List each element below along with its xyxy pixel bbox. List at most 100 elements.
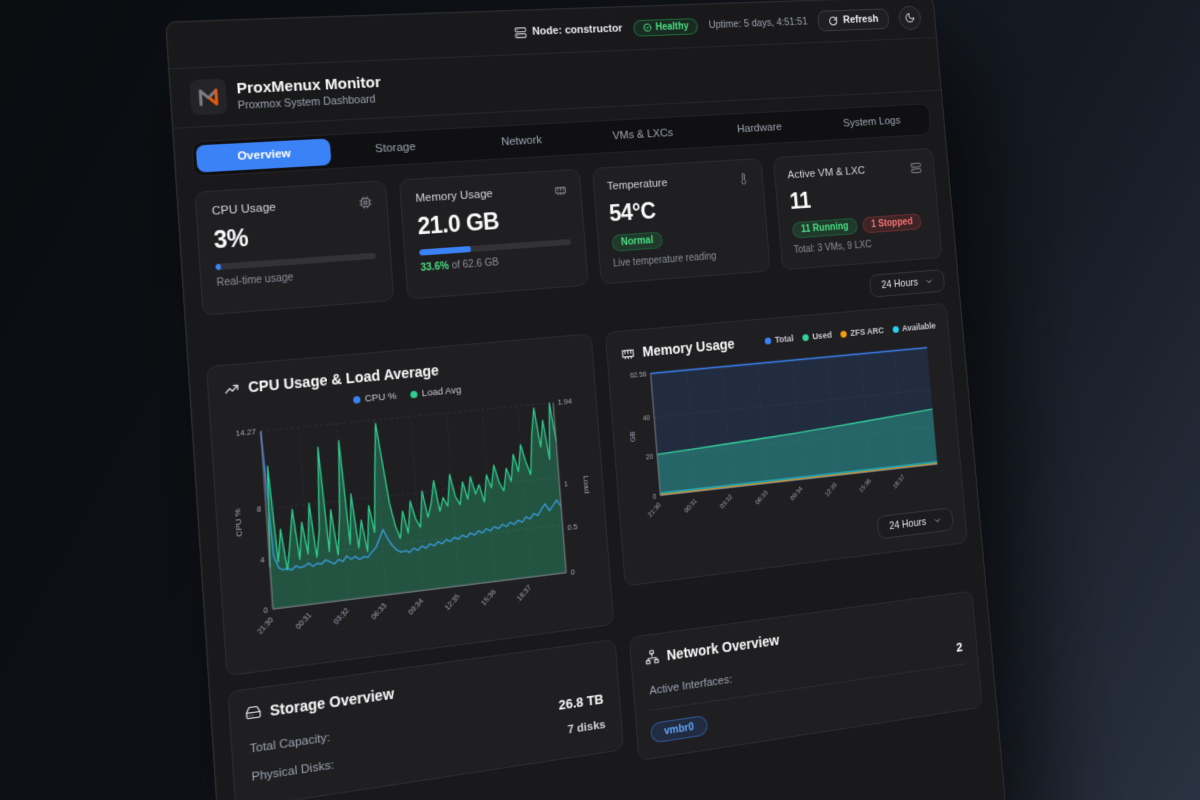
svg-text:09:34: 09:34 xyxy=(790,485,805,502)
vms-stopped-badge: 1 Stopped xyxy=(861,213,922,234)
memory-usage-card: Memory Usage 21.0 GB 33.6% of 62.6 GB xyxy=(399,168,589,300)
temperature-card: Temperature 54°C Normal Live temperature… xyxy=(591,157,771,285)
memory-chart-icon xyxy=(620,345,635,361)
refresh-icon xyxy=(828,15,838,26)
dashboard-scene: Node: constructor Healthy Uptime: 5 days… xyxy=(165,0,1007,800)
tab-network[interactable]: Network xyxy=(500,134,543,149)
temperature-card-label: Temperature xyxy=(606,177,668,193)
trending-up-icon xyxy=(223,380,240,397)
svg-text:62.56: 62.56 xyxy=(630,371,647,379)
svg-text:12:35: 12:35 xyxy=(824,481,839,498)
vm-card-label: Active VM & LXC xyxy=(787,165,866,182)
server-icon xyxy=(513,26,526,39)
refresh-button[interactable]: Refresh xyxy=(817,8,890,32)
chevron-down-icon xyxy=(933,515,942,526)
legend-dot-load xyxy=(410,390,419,399)
temperature-status-badge: Normal xyxy=(610,231,664,252)
svg-text:GB: GB xyxy=(628,431,637,443)
tab-system-logs[interactable]: System Logs xyxy=(842,115,901,130)
network-icon xyxy=(644,649,660,666)
tab-overview[interactable]: Overview xyxy=(195,138,332,173)
uptime-label: Uptime: 5 days, 4:51:51 xyxy=(708,15,808,32)
memory-chart: 21:30 00:31 03:32 06:33 09:34 12:35 15:36 18:37… xyxy=(628,337,951,519)
memory-progress-fill xyxy=(419,245,472,256)
time-range-select[interactable]: 24 Hours xyxy=(869,269,946,298)
svg-text:00:31: 00:31 xyxy=(683,497,698,514)
network-overview-card: Network Overview Active Interfaces: 2 vm… xyxy=(628,590,983,761)
network-title: Network Overview xyxy=(666,631,780,664)
memory-time-range-select[interactable]: 24 Hours xyxy=(876,507,954,540)
tab-vms-lxcs[interactable]: VMs & LXCs xyxy=(612,127,674,143)
svg-text:03:32: 03:32 xyxy=(719,493,734,510)
legend-dot-available xyxy=(892,325,899,333)
vms-running-badge: 11 Running xyxy=(791,217,858,239)
svg-text:00:31: 00:31 xyxy=(294,611,313,631)
cpu-card-label: CPU Usage xyxy=(211,201,277,218)
cpu-caption: Real-time usage xyxy=(216,272,294,290)
svg-text:Load: Load xyxy=(582,475,592,494)
chevron-down-icon xyxy=(924,276,933,286)
svg-text:0: 0 xyxy=(652,493,656,500)
cpu-icon xyxy=(359,195,373,209)
tab-storage[interactable]: Storage xyxy=(374,141,417,156)
interface-badge-vmbr0[interactable]: vmbr0 xyxy=(650,714,708,744)
main-content: CPU Usage 3% Real-time usage Memory Usag… xyxy=(176,134,997,800)
memory-card-label: Memory Usage xyxy=(415,188,494,205)
dashboard-window: Node: constructor Healthy Uptime: 5 days… xyxy=(165,0,1007,800)
temperature-caption: Live temperature reading xyxy=(612,251,717,270)
server-stack-icon xyxy=(910,162,922,175)
legend-dot-total xyxy=(764,336,772,345)
memory-icon xyxy=(553,183,566,197)
svg-text:03:32: 03:32 xyxy=(332,606,351,626)
svg-text:1.94: 1.94 xyxy=(557,396,572,406)
svg-text:06:33: 06:33 xyxy=(370,602,389,622)
svg-text:1: 1 xyxy=(564,479,569,488)
svg-text:12:35: 12:35 xyxy=(443,593,461,612)
svg-text:20: 20 xyxy=(646,454,654,462)
svg-text:0: 0 xyxy=(263,605,268,615)
svg-text:0.5: 0.5 xyxy=(567,522,578,532)
physical-disks-value: 7 disks xyxy=(567,718,607,737)
svg-text:18:37: 18:37 xyxy=(516,584,534,603)
svg-text:40: 40 xyxy=(643,415,651,423)
tab-hardware[interactable]: Hardware xyxy=(736,121,783,136)
total-capacity-value: 26.8 TB xyxy=(558,690,605,713)
svg-text:CPU %: CPU % xyxy=(233,508,244,537)
cpu-usage-value: 3% xyxy=(212,224,249,254)
logo-m-icon xyxy=(196,85,221,109)
hard-drive-icon xyxy=(245,704,262,722)
check-circle-icon xyxy=(642,23,652,33)
active-vm-lxc-card: Active VM & LXC 11 11 Running 1 Stopped … xyxy=(772,147,943,271)
theme-toggle-button[interactable] xyxy=(897,5,922,31)
moon-icon xyxy=(904,12,915,23)
svg-text:21:30: 21:30 xyxy=(256,616,275,636)
svg-text:14.27: 14.27 xyxy=(235,426,256,437)
cpu-load-chart: 21:30 00:31 03:32 06:33 09:34 12:35 15:36 18:37… xyxy=(233,396,592,636)
vm-caption: Total: 3 VMs, 9 LXC xyxy=(793,239,872,256)
legend-dot-used xyxy=(802,333,810,341)
cpu-usage-card: CPU Usage 3% Real-time usage xyxy=(194,180,395,316)
svg-text:0: 0 xyxy=(570,567,575,577)
proxmenux-logo xyxy=(189,78,228,116)
active-interfaces-value: 2 xyxy=(955,639,964,655)
legend-dot-cpu xyxy=(353,395,361,404)
health-badge: Healthy xyxy=(632,17,699,37)
memory-chart-card: Memory Usage Total Used ZFS ARC Availabl… xyxy=(604,302,968,587)
svg-text:21:30: 21:30 xyxy=(647,502,663,519)
svg-text:15:36: 15:36 xyxy=(858,478,873,495)
storage-title: Storage Overview xyxy=(269,684,395,720)
svg-text:06:33: 06:33 xyxy=(755,489,770,506)
node-label: Node: constructor xyxy=(531,22,623,38)
memory-caption: 33.6% of 62.6 GB xyxy=(420,257,500,274)
svg-text:09:34: 09:34 xyxy=(407,597,425,617)
cpu-load-chart-card: CPU Usage & Load Average CPU % Load Avg … xyxy=(205,333,615,677)
svg-text:8: 8 xyxy=(256,505,261,515)
legend-dot-zfs-arc xyxy=(840,330,848,338)
svg-text:15:36: 15:36 xyxy=(480,588,498,607)
svg-text:4: 4 xyxy=(260,555,265,565)
temperature-value: 54°C xyxy=(608,197,657,227)
node-indicator: Node: constructor xyxy=(513,22,623,39)
svg-text:18:37: 18:37 xyxy=(892,474,906,490)
cpu-progress-fill xyxy=(215,263,221,271)
thermometer-icon xyxy=(737,172,750,185)
